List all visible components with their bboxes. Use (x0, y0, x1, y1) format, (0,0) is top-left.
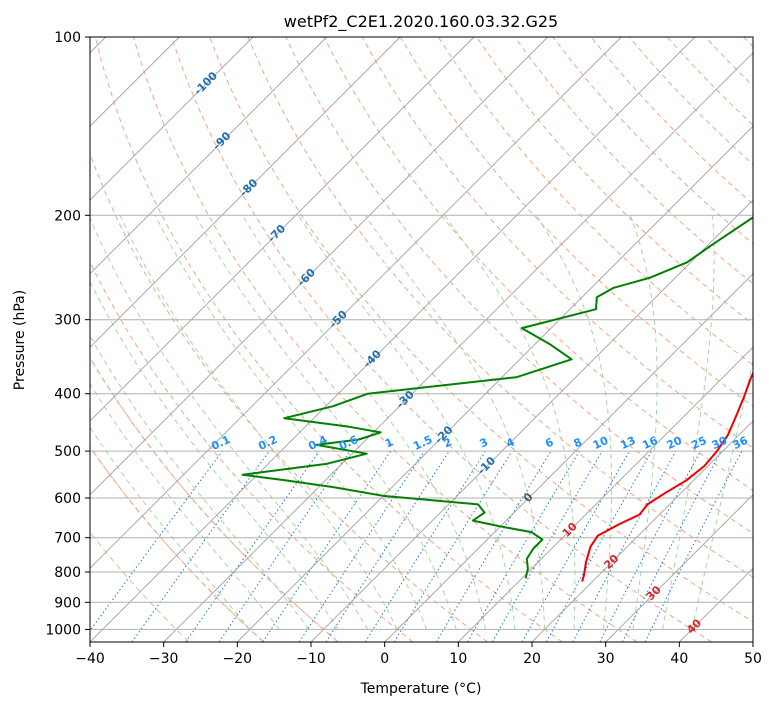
moist-adiabat (90, 334, 310, 630)
isotherm-line (752, 641, 753, 642)
dry-adiabat (90, 446, 264, 642)
x-tick-label: 30 (597, 651, 615, 667)
moist-adiabat (154, 215, 428, 630)
dry-adiabat (209, 37, 753, 623)
mixing-ratio-label: 20 (665, 434, 685, 452)
dry-adiabat (90, 356, 339, 642)
x-tick-label: 10 (449, 651, 467, 667)
isotherm-line (384, 273, 753, 642)
mixing-ratio-line (131, 450, 270, 642)
x-axis: −40 −30 −20 −10 0 10 20 30 40 50 (75, 642, 762, 667)
x-tick-label: 20 (523, 651, 541, 667)
isotherm-line (90, 37, 549, 496)
mixing-ratio-line (572, 450, 677, 642)
dewpoint-line (241, 216, 753, 579)
dry-adiabat (94, 37, 563, 642)
pressure-gridlines (90, 37, 753, 630)
mixing-ratio-label: 30 (710, 434, 730, 452)
y-tick-label: 800 (54, 565, 81, 581)
mixing-ratio-line (218, 450, 351, 642)
y-tick-label: 400 (54, 387, 81, 403)
moist-adiabat (90, 382, 280, 630)
mixing-ratio-label: 13 (618, 434, 637, 452)
plot-frame (89, 36, 754, 643)
y-tick-label: 500 (54, 444, 81, 460)
y-tick-label: 300 (54, 313, 81, 329)
moist-adiabat (691, 358, 753, 630)
isotherm-line (90, 37, 328, 275)
isotherm-line (90, 37, 475, 422)
y-axis-title: Pressure (hPa) (12, 290, 28, 390)
mixing-ratio-line (262, 450, 392, 642)
y-tick-label: 900 (54, 595, 81, 611)
mixing-ratio-line (298, 450, 425, 642)
isotherm-line (310, 199, 753, 642)
chart-title: wetPf2_C2E1.2020.160.03.32.G25 (284, 12, 558, 32)
dry-adiabat (171, 37, 712, 642)
x-tick-label: −20 (223, 651, 253, 667)
dry-adiabat (399, 37, 753, 407)
moist-adiabat (629, 215, 658, 630)
dry-adiabats (90, 37, 753, 642)
isotherm-line (605, 494, 753, 642)
moist-adiabat (535, 215, 613, 630)
isotherm-line (90, 37, 622, 569)
mixing-ratio-label: 25 (689, 434, 708, 452)
mixing-ratio-line (521, 450, 630, 642)
y-tick-label: 700 (54, 531, 81, 547)
moist-adiabat (364, 215, 546, 630)
x-tick-label: 40 (670, 651, 688, 667)
mixing-ratio-label: 36 (731, 434, 751, 452)
mixing-ratio-label: 16 (640, 434, 660, 452)
mixing-ratio-line (185, 450, 320, 642)
y-tick-label: 600 (54, 491, 81, 507)
y-tick-label: 100 (54, 30, 81, 46)
temperature-line (581, 371, 753, 582)
x-tick-label: 50 (744, 651, 762, 667)
plot-background (90, 37, 753, 642)
isotherm-line (457, 346, 753, 642)
moist-adiabat (90, 426, 251, 630)
moist-adiabat (661, 215, 715, 630)
y-tick-label: 200 (54, 208, 81, 224)
x-axis-title: Temperature (°C) (360, 681, 482, 697)
dry-adiabat (514, 37, 753, 285)
mixing-ratio-line (545, 450, 653, 642)
mixing-ratio-lines (90, 450, 743, 642)
dry-adiabat (247, 37, 753, 578)
mixing-ratio-line (644, 450, 743, 642)
dry-adiabat (90, 152, 488, 642)
isotherm-line (90, 37, 696, 642)
y-tick-label: 1000 (45, 622, 81, 638)
mixing-ratio-line (90, 450, 223, 632)
isotherm-line (90, 37, 254, 201)
isotherm-line (163, 52, 753, 642)
isotherm-line (531, 420, 753, 642)
x-tick-label: −40 (75, 651, 105, 667)
profile-series (241, 216, 753, 582)
dry-adiabat (132, 37, 638, 642)
isotherm-line (90, 37, 401, 348)
mixing-ratio-line (393, 450, 513, 642)
x-tick-label: −30 (149, 651, 179, 667)
y-axis: 100 200 300 400 500 600 700 800 900 1000 (45, 30, 90, 638)
mixing-ratio-label: 10 (591, 434, 611, 452)
mixing-ratio-line (325, 450, 450, 642)
x-tick-label: 0 (380, 651, 389, 667)
dry-adiabat (361, 37, 753, 449)
x-tick-label: −10 (296, 651, 326, 667)
moist-adiabat (444, 215, 576, 630)
